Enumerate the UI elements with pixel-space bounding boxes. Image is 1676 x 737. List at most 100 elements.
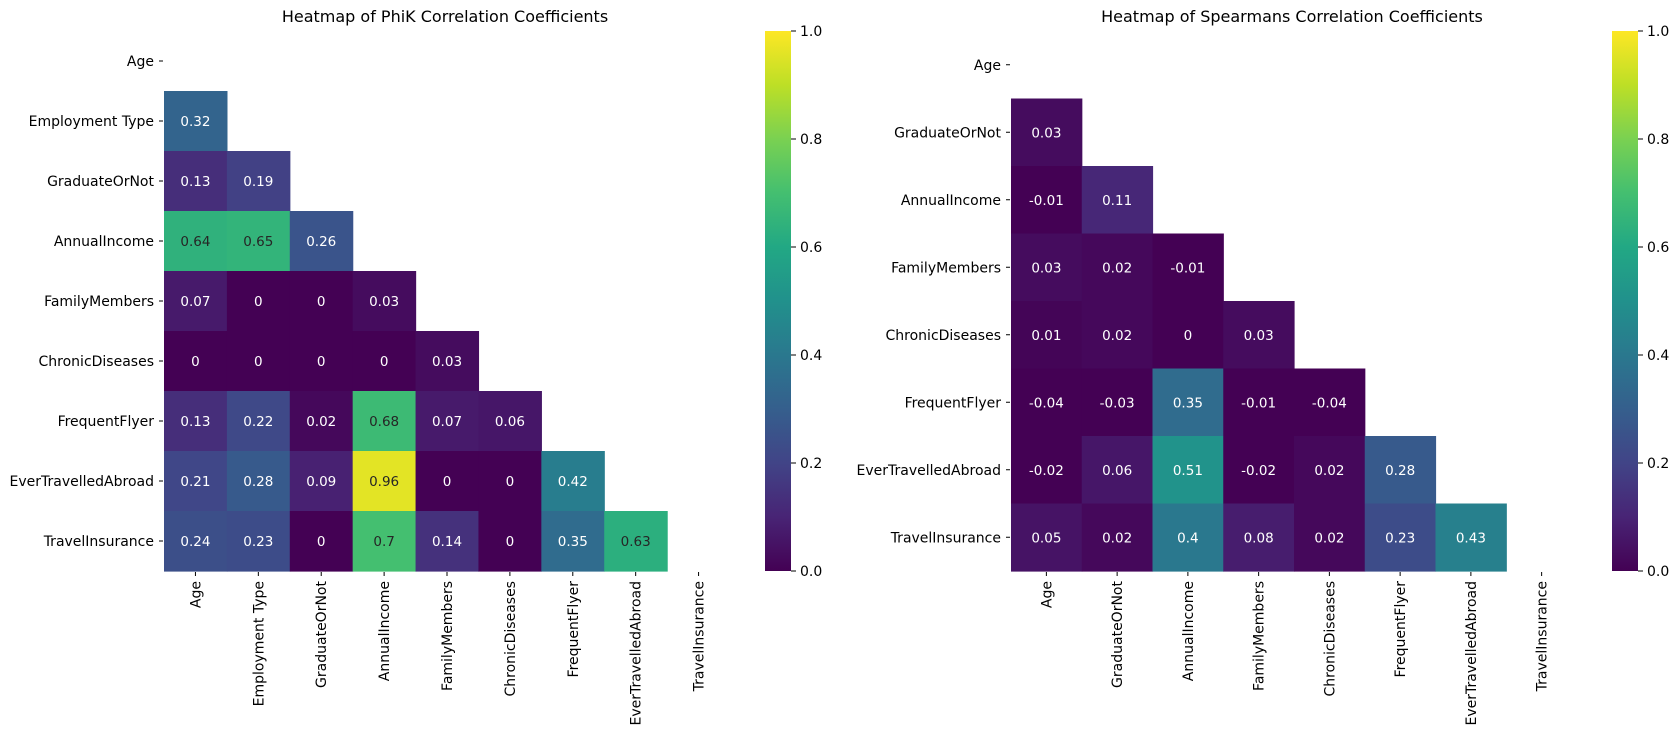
- spearman-colorbar-ticks: 0.0 0.2 0.4 0.6 0.8 1.0: [1638, 24, 1669, 580]
- phik-cell-r8-c2: [289, 511, 354, 572]
- phik-cell-r8-c4: [415, 511, 480, 572]
- spearman-cell-label-r2-c1: 0.11: [1102, 193, 1132, 209]
- spearman-cell-label-r3-c1: 0.02: [1102, 260, 1132, 276]
- phik-cell-label-r8-c0: 0.24: [180, 534, 210, 550]
- spearman-cell-label-r5-c1: -0.03: [1100, 395, 1135, 411]
- spearman-cell-r7-c3: [1223, 503, 1295, 572]
- spearman-cell-r6-c5: [1364, 436, 1437, 505]
- phik-cell-r7-c1: [226, 451, 291, 512]
- spearman-cell-r7-c6: [1435, 503, 1507, 572]
- spearman-cell-label-r5-c3: -0.01: [1241, 395, 1276, 411]
- spearman-col-label: ChronicDiseases: [1322, 581, 1338, 696]
- phik-cell-label-r6-c1: 0.22: [243, 414, 273, 430]
- phik-cell-r7-c5: [478, 451, 542, 512]
- phik-cell-label-r7-c4: 0: [443, 474, 452, 490]
- phik-cell-r7-c3: [352, 451, 417, 512]
- phik-cell-label-r3-c2: 0.26: [306, 234, 336, 250]
- phik-cell-r6-c0: [164, 391, 228, 452]
- spearman-cell-label-r1-c0: 0.03: [1031, 125, 1061, 141]
- spearman-cell-label-r7-c0: 0.05: [1031, 530, 1061, 546]
- spearman-cell-label-r6-c1: 0.06: [1102, 463, 1132, 479]
- phik-cell-label-r6-c5: 0.06: [495, 414, 525, 430]
- spearman-cell-r5-c0: [1011, 368, 1083, 437]
- spearman-col-label: FamilyMembers: [1252, 581, 1268, 691]
- phik-cell-label-r5-c3: 0: [380, 354, 389, 370]
- spearman-cell-r6-c3: [1223, 436, 1295, 505]
- phik-cell-r8-c7: [604, 511, 668, 572]
- spearman-column-labels: Age GraduateOrNot AnnualIncome FamilyMember…: [1039, 572, 1551, 725]
- phik-cell-r5-c1: [226, 331, 291, 392]
- phik-cell-label-r8-c6: 0.35: [558, 534, 588, 550]
- spearman-col-label: TravelInsurance: [1535, 581, 1551, 692]
- phik-row-label: FamilyMembers: [44, 294, 154, 310]
- phik-colorbar-tick-label: 0.8: [800, 132, 822, 148]
- phik-cell-r7-c4: [415, 451, 480, 512]
- phik-cell-label-r6-c0: 0.13: [180, 414, 210, 430]
- phik-cell-r1-c0: [164, 91, 228, 152]
- spearman-cell-r6-c1: [1081, 436, 1154, 505]
- phik-cell-r4-c3: [352, 271, 417, 332]
- phik-cell-label-r8-c7: 0.63: [621, 534, 651, 550]
- spearman-cell-label-r7-c6: 0.43: [1456, 530, 1486, 546]
- spearman-cell-label-r7-c5: 0.23: [1385, 530, 1415, 546]
- spearman-cell-r4-c2: [1152, 301, 1224, 370]
- spearman-cell-label-r4-c3: 0.03: [1244, 328, 1274, 344]
- phik-cell-r4-c2: [289, 271, 354, 332]
- spearman-cell-r4-c0: [1011, 301, 1083, 370]
- spearman-cell-r5-c4: [1294, 368, 1366, 437]
- spearman-cell-r7-c0: [1011, 503, 1083, 572]
- spearman-colorbar-tick-label: 0.6: [1647, 240, 1669, 256]
- spearman-colorbar-tick-label: 0.0: [1647, 564, 1669, 580]
- spearman-cell-label-r7-c3: 0.08: [1244, 530, 1274, 546]
- spearman-cell-r7-c5: [1364, 503, 1437, 572]
- phik-colorbar-tick-label: 1.0: [800, 24, 822, 40]
- phik-cell-label-r5-c2: 0: [317, 354, 326, 370]
- spearman-cell-label-r4-c2: 0: [1184, 328, 1193, 344]
- phik-cell-label-r4-c1: 0: [254, 294, 263, 310]
- phik-colorbar-tick-label: 0.2: [800, 456, 822, 472]
- phik-cell-label-r1-c0: 0.32: [180, 114, 210, 130]
- phik-col-label: ChronicDiseases: [503, 581, 519, 696]
- spearman-colorbar-tick-label: 0.8: [1647, 132, 1669, 148]
- spearman-cell-r7-c1: [1081, 503, 1154, 572]
- phik-cell-r6-c5: [478, 391, 542, 452]
- spearman-cell-label-r6-c0: -0.02: [1029, 463, 1064, 479]
- phik-cell-label-r7-c3: 0.96: [369, 474, 399, 490]
- phik-cell-r5-c0: [164, 331, 228, 392]
- phik-cell-r6-c4: [415, 391, 480, 452]
- phik-col-label: Age: [188, 581, 204, 608]
- phik-cell-label-r8-c5: 0: [506, 534, 515, 550]
- phik-colorbar-ticks: 0.0 0.2 0.4 0.6 0.8 1.0: [791, 24, 822, 580]
- spearman-cell-r5-c3: [1223, 368, 1295, 437]
- spearman-colorbar: 0.0 0.2 0.4 0.6 0.8 1.0: [1612, 24, 1669, 580]
- spearman-cell-r5-c2: [1152, 368, 1224, 437]
- spearman-cell-r7-c4: [1294, 503, 1366, 572]
- phik-col-label: TravelInsurance: [692, 581, 708, 692]
- phik-cell-label-r8-c2: 0: [317, 534, 326, 550]
- phik-cell-label-r3-c0: 0.64: [180, 234, 210, 250]
- spearman-row-label: TravelInsurance: [890, 530, 1001, 546]
- phik-cell-r8-c3: [352, 511, 417, 572]
- spearman-cell-r4-c3: [1223, 301, 1295, 370]
- spearman-cell-r3-c1: [1081, 233, 1154, 302]
- spearman-row-label: ChronicDiseases: [886, 328, 1001, 344]
- phik-cell-label-r7-c6: 0.42: [558, 474, 588, 490]
- spearman-cell-r6-c0: [1011, 436, 1083, 505]
- phik-cell-label-r8-c3: 0.7: [373, 534, 394, 550]
- spearman-colorbar-gradient: [1612, 31, 1638, 571]
- phik-row-label: TravelInsurance: [43, 534, 154, 550]
- spearman-heatmap-cells: 0.03 -0.01 0.11 0.03 0.02 -0.01 0.01 0.02 0 0.03 -…: [1011, 98, 1507, 572]
- phik-colorbar-tick-label: 0.6: [800, 240, 822, 256]
- spearman-cell-label-r5-c4: -0.04: [1312, 395, 1347, 411]
- phik-cell-r2-c1: [226, 151, 291, 212]
- spearman-cell-label-r7-c4: 0.02: [1314, 530, 1344, 546]
- phik-row-label: EverTravelledAbroad: [10, 474, 154, 490]
- phik-cell-r7-c2: [289, 451, 354, 512]
- phik-cell-r6-c3: [352, 391, 417, 452]
- phik-cell-r3-c1: [226, 211, 291, 272]
- phik-cell-label-r7-c1: 0.28: [243, 474, 273, 490]
- spearman-col-label: FrequentFlyer: [1393, 581, 1409, 678]
- spearman-col-label: EverTravelledAbroad: [1464, 581, 1480, 725]
- phik-row-label: AnnualIncome: [54, 234, 154, 250]
